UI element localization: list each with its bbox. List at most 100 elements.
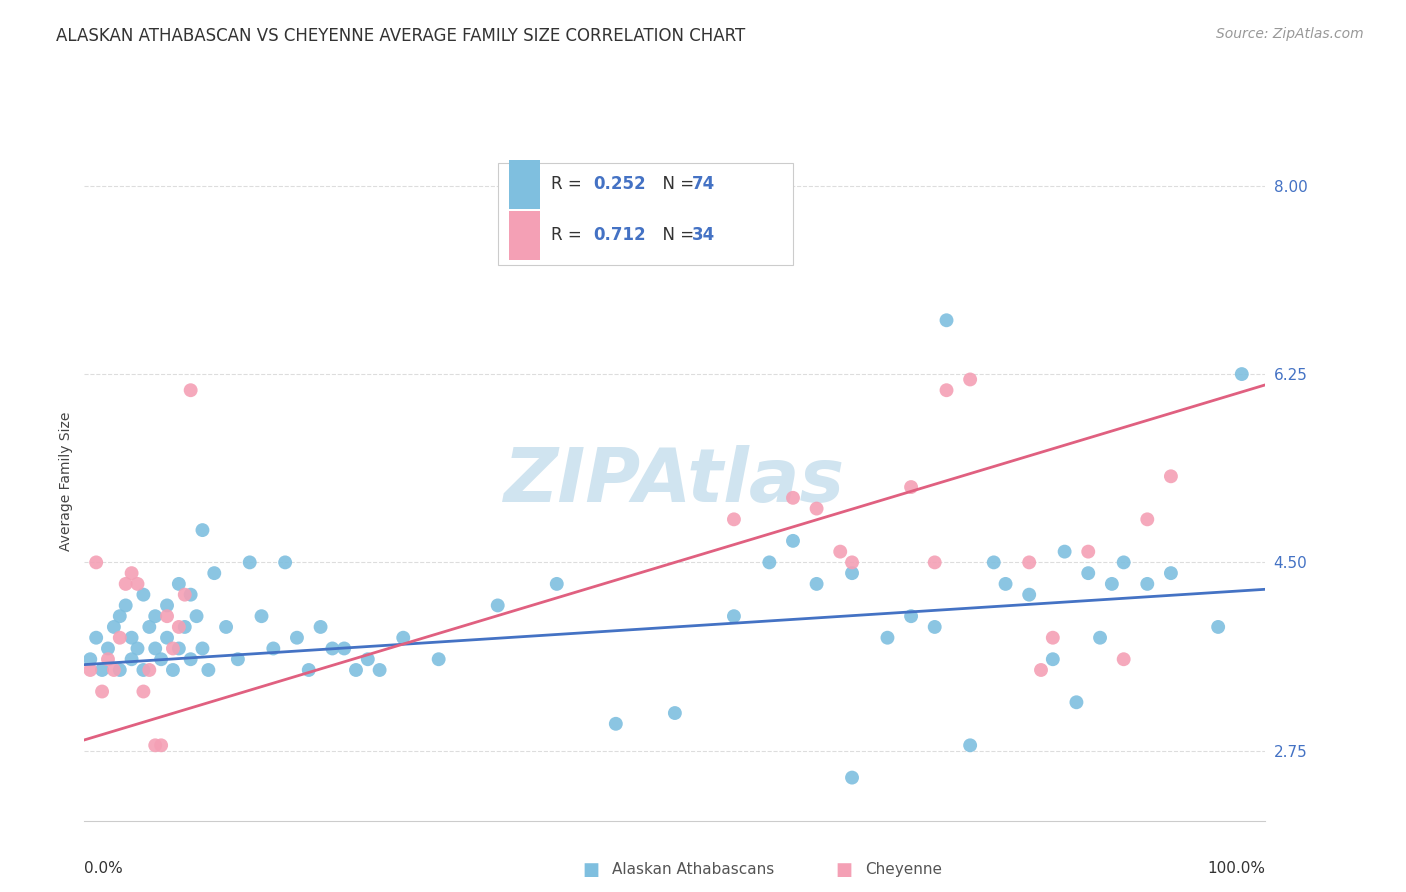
Point: [723, 609, 745, 624]
Point: [156, 609, 179, 624]
Point: [309, 620, 332, 634]
Point: [274, 555, 297, 569]
Text: R =: R =: [551, 176, 588, 194]
Point: [127, 577, 149, 591]
Point: [321, 641, 343, 656]
Point: [127, 641, 149, 656]
Point: [900, 480, 922, 494]
Point: [84, 555, 107, 569]
Point: [143, 609, 166, 624]
Point: [782, 491, 804, 505]
Point: [959, 372, 981, 386]
Point: [108, 631, 131, 645]
Point: [103, 663, 125, 677]
Point: [1042, 631, 1064, 645]
Point: [250, 609, 273, 624]
Point: [806, 577, 828, 591]
Point: [262, 641, 284, 656]
Point: [97, 641, 120, 656]
Point: [758, 555, 780, 569]
Point: [427, 652, 450, 666]
Point: [298, 663, 321, 677]
Point: [357, 652, 380, 666]
Point: [186, 609, 208, 624]
Point: [1160, 469, 1182, 483]
Text: ALASKAN ATHABASCAN VS CHEYENNE AVERAGE FAMILY SIZE CORRELATION CHART: ALASKAN ATHABASCAN VS CHEYENNE AVERAGE F…: [56, 27, 745, 45]
Point: [285, 631, 308, 645]
Text: Cheyenne: Cheyenne: [865, 863, 942, 877]
Point: [546, 577, 568, 591]
Point: [1206, 620, 1229, 634]
Point: [138, 663, 160, 677]
Point: [959, 739, 981, 753]
Point: [841, 771, 863, 785]
Point: [167, 577, 190, 591]
Point: [392, 631, 415, 645]
Point: [173, 588, 195, 602]
Point: [841, 566, 863, 581]
Point: [108, 609, 131, 624]
Point: [1112, 555, 1135, 569]
Point: [1136, 512, 1159, 526]
Point: [226, 652, 249, 666]
Point: [1077, 566, 1099, 581]
Point: [197, 663, 219, 677]
Text: ■: ■: [582, 861, 599, 879]
Point: [1112, 652, 1135, 666]
Point: [121, 652, 143, 666]
Point: [1101, 577, 1123, 591]
Point: [924, 555, 946, 569]
Text: Source: ZipAtlas.com: Source: ZipAtlas.com: [1216, 27, 1364, 41]
Point: [1230, 367, 1253, 381]
Point: [1077, 544, 1099, 558]
Point: [167, 620, 190, 634]
Text: 34: 34: [692, 227, 716, 244]
Text: Alaskan Athabascans: Alaskan Athabascans: [612, 863, 773, 877]
Point: [173, 620, 195, 634]
Point: [1066, 695, 1088, 709]
Point: [162, 641, 184, 656]
Point: [97, 652, 120, 666]
Point: [150, 739, 173, 753]
Point: [114, 599, 136, 613]
Point: [806, 501, 828, 516]
Point: [156, 631, 179, 645]
Point: [156, 599, 179, 613]
Text: R =: R =: [551, 227, 588, 244]
Text: ZIPAtlas: ZIPAtlas: [505, 445, 845, 518]
Point: [935, 383, 957, 397]
Point: [486, 599, 509, 613]
Point: [830, 544, 852, 558]
Point: [1018, 588, 1040, 602]
Point: [215, 620, 238, 634]
Point: [84, 631, 107, 645]
Text: 0.252: 0.252: [593, 176, 645, 194]
Point: [108, 663, 131, 677]
Point: [1018, 555, 1040, 569]
Point: [841, 555, 863, 569]
Point: [143, 739, 166, 753]
Point: [924, 620, 946, 634]
Point: [121, 631, 143, 645]
Point: [202, 566, 225, 581]
Point: [114, 577, 136, 591]
Point: [1029, 663, 1052, 677]
Point: [191, 523, 214, 537]
Point: [664, 706, 686, 720]
Point: [994, 577, 1017, 591]
Point: [368, 663, 391, 677]
Point: [605, 716, 627, 731]
Point: [239, 555, 262, 569]
Point: [180, 652, 202, 666]
Point: [191, 641, 214, 656]
Point: [132, 684, 155, 698]
Point: [1042, 652, 1064, 666]
Point: [91, 663, 114, 677]
Text: 0.712: 0.712: [593, 227, 645, 244]
Point: [132, 588, 155, 602]
Text: N =: N =: [652, 227, 700, 244]
Point: [344, 663, 367, 677]
Point: [138, 620, 160, 634]
Point: [79, 652, 101, 666]
Point: [180, 383, 202, 397]
